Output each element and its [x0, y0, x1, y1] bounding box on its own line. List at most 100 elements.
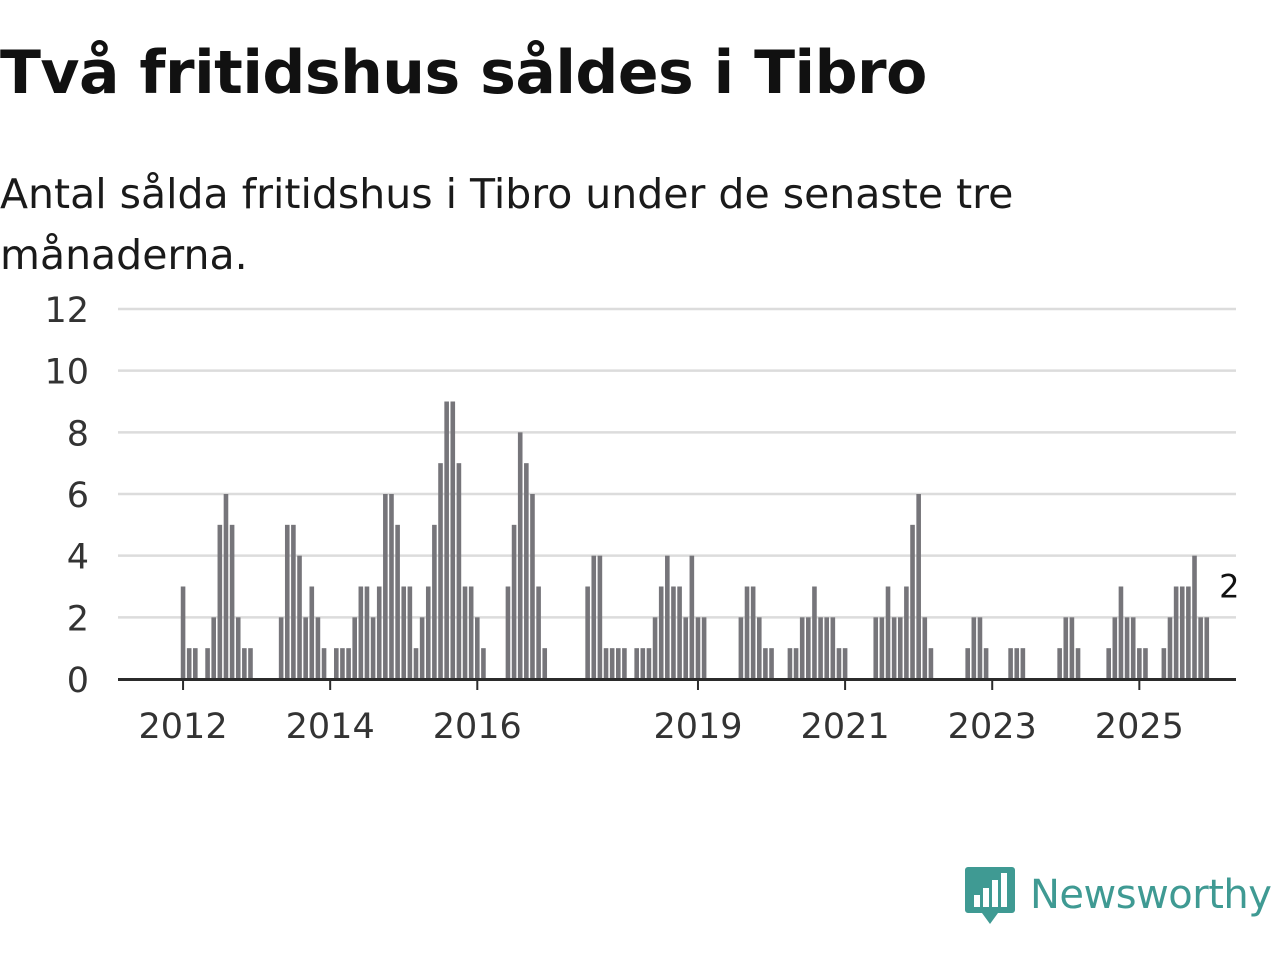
- bar: [750, 586, 756, 679]
- y-tick-label: 12: [44, 291, 89, 331]
- bar: [542, 648, 548, 679]
- bar: [383, 494, 388, 679]
- bar: [1020, 648, 1026, 679]
- bar: [1069, 617, 1075, 679]
- bar: [799, 617, 805, 679]
- bar: [401, 586, 407, 679]
- bar: [677, 586, 682, 679]
- bar: [217, 524, 223, 679]
- bar: [180, 586, 186, 679]
- highlight-value-label: 2: [1219, 567, 1239, 605]
- bar: [615, 648, 621, 679]
- y-tick-label: 8: [67, 414, 89, 454]
- bar: [284, 524, 290, 679]
- bar: [438, 463, 443, 679]
- chart-title: Två fritidshus såldes i Tibro: [0, 38, 927, 108]
- bar: [407, 586, 413, 679]
- bar: [364, 586, 370, 679]
- bar: [1118, 586, 1124, 679]
- bar: [321, 648, 327, 679]
- bar: [769, 648, 774, 679]
- bar: [432, 524, 437, 679]
- bar: [818, 617, 823, 679]
- bar: [524, 463, 529, 679]
- bar: [303, 617, 308, 679]
- bar: [530, 494, 535, 679]
- bar: [1204, 617, 1210, 679]
- bar: [419, 617, 425, 679]
- y-axis-tick-labels: 0 2 4 6 8 10 12: [44, 291, 89, 701]
- bar: [1075, 648, 1081, 679]
- bar: [1124, 617, 1130, 679]
- bar: [462, 586, 468, 679]
- bar: [511, 524, 517, 679]
- bar: [517, 432, 523, 679]
- brand-name: Newsworthy: [1030, 872, 1272, 918]
- bar: [1143, 648, 1148, 679]
- bar: [646, 648, 652, 679]
- bar: [928, 648, 934, 679]
- bars: [180, 401, 1210, 679]
- bar: [235, 617, 241, 679]
- bar: [211, 617, 217, 679]
- chart-subtitle: Antal sålda fritidshus i Tibro under de …: [0, 170, 1014, 279]
- bar: [689, 555, 695, 679]
- bar: [885, 586, 891, 679]
- bar: [505, 586, 511, 679]
- bar: [701, 617, 707, 679]
- bar: [1106, 648, 1111, 679]
- bar: [1173, 586, 1179, 679]
- bar: [756, 617, 762, 679]
- bar: [395, 524, 400, 679]
- x-tick-label: 2023: [948, 707, 1037, 747]
- bar: [910, 524, 915, 679]
- x-tick-label: 2014: [286, 707, 375, 747]
- bar: [922, 617, 928, 679]
- bar: [346, 648, 351, 679]
- y-tick-label: 10: [44, 353, 89, 393]
- x-tick-label: 2025: [1095, 707, 1184, 747]
- bar: [763, 648, 768, 679]
- bar: [744, 586, 750, 679]
- bar: [904, 586, 909, 679]
- x-tick-label: 2016: [433, 707, 522, 747]
- bar: [1192, 555, 1197, 679]
- bar: [652, 617, 658, 679]
- bar: [897, 617, 903, 679]
- bar: [879, 617, 885, 679]
- bar: [1014, 648, 1020, 679]
- bar: [223, 494, 229, 679]
- bar: [229, 524, 235, 679]
- bar: [425, 586, 431, 679]
- bar: [658, 586, 664, 679]
- bar: [806, 617, 811, 679]
- bar: [787, 648, 793, 679]
- bar: [1167, 617, 1173, 679]
- bar: [830, 617, 836, 679]
- bar: [352, 617, 357, 679]
- bar: [242, 648, 247, 679]
- bar: [315, 617, 321, 679]
- bar: [340, 648, 345, 679]
- bar: [297, 555, 302, 679]
- highlight-annotation: 2: [1216, 564, 1243, 609]
- x-tick-label: 2021: [801, 707, 890, 747]
- bar: [671, 586, 676, 679]
- bar: [334, 648, 339, 679]
- bar: [793, 648, 799, 679]
- bar: [1112, 617, 1118, 679]
- bar: [812, 586, 817, 679]
- bar: [738, 617, 744, 679]
- bar: [640, 648, 646, 679]
- bar: [1186, 586, 1191, 679]
- bar: [1008, 648, 1013, 679]
- bar: [1179, 586, 1185, 679]
- bar: [186, 648, 192, 679]
- bar: [536, 586, 541, 679]
- bar: [205, 648, 210, 679]
- x-tick-label: 2019: [653, 707, 742, 747]
- bar: [444, 401, 449, 679]
- bar: [591, 555, 597, 679]
- bar: [622, 648, 627, 679]
- bar: [248, 648, 253, 679]
